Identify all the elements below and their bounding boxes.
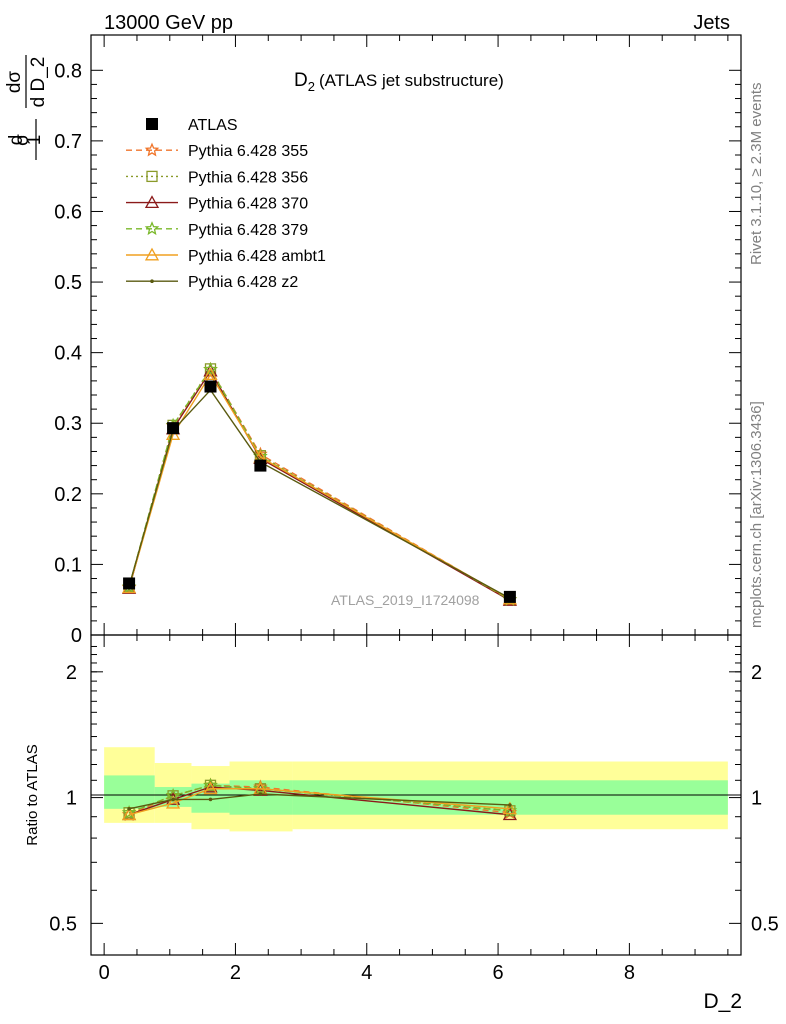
data-point (203, 361, 218, 376)
y-tick-label: 0.5 (54, 272, 82, 294)
ylabel-dD2: d D_2 (28, 57, 49, 108)
legend-marker (144, 247, 160, 261)
legend: ATLAS Pythia 6.428 355 Pythia 6.428 356 Pyt… (126, 117, 326, 291)
y-tick-label: 0.7 (54, 131, 82, 153)
y-tick-label: 0.1 (54, 554, 82, 576)
legend-label: Pythia 6.428 ambt1 (188, 248, 326, 265)
ratio-y-tick-label: 1 (66, 788, 77, 810)
ratio-data-point (258, 792, 263, 796)
title-rest: (ATLAS jet substructure) (319, 71, 504, 90)
x-tick-label: 4 (361, 962, 372, 984)
data-point (123, 577, 136, 590)
y-tick-label: 0.8 (54, 60, 82, 82)
header-energy: 13000 GeV pp (104, 12, 233, 34)
data-point (203, 367, 218, 380)
legend-label: Pythia 6.428 370 (188, 196, 308, 213)
ratio-y-tick-label-right: 2 (751, 662, 762, 684)
ratio-data-point (203, 781, 218, 795)
main-series-group (121, 361, 518, 606)
ratio-y-tick-label-right: 0.5 (751, 913, 779, 935)
series-line (128, 373, 511, 600)
ratio-data-point (508, 803, 512, 807)
ratio-series-group (121, 777, 518, 822)
main-y-label: 1 σ d dσ d D_2 (4, 55, 49, 160)
series-line (128, 388, 511, 599)
legend-label: Pythia 6.428 z2 (188, 274, 298, 291)
x-tick-label: 6 (493, 962, 504, 984)
y-tick-label: 0.4 (54, 343, 82, 365)
title-main: D (294, 70, 308, 91)
x-axis-label: D_2 (703, 990, 742, 1013)
ratio-data-point (253, 779, 268, 794)
ylabel-dsigma: dσ (4, 71, 25, 94)
data-point (253, 448, 268, 463)
legend-label: Pythia 6.428 379 (188, 222, 308, 239)
ratio-data-point (502, 801, 517, 815)
y-tick-label: 0.3 (54, 413, 82, 435)
analysis-watermark: ATLAS_2019_I1724098 (331, 592, 480, 608)
ratio-y-tick-label-right: 1 (751, 788, 762, 810)
main-x-ticks (103, 35, 729, 635)
x-tick-label: 2 (230, 962, 241, 984)
header-process: Jets (693, 12, 730, 34)
ratio-data-point (121, 805, 137, 820)
ratio-data-point (208, 797, 213, 802)
series-line (128, 368, 511, 601)
series-line (128, 368, 511, 601)
ratio-data-point (121, 807, 137, 821)
data-point (503, 590, 516, 603)
legend-marker (146, 118, 158, 130)
series-line (128, 367, 511, 601)
legend-label: Pythia 6.428 356 (188, 169, 308, 186)
legend-marker (144, 195, 160, 209)
main-y-axis: 0 0.1 0.2 0.3 0.4 0.5 0.6 0.7 0.8 (54, 60, 741, 647)
mcplots-label: mcplots.cern.ch [arXiv:1306.3436] (748, 401, 765, 628)
y-tick-label: 0.2 (54, 484, 82, 506)
data-point (204, 380, 217, 393)
data-point (167, 422, 180, 435)
ratio-y-axis: 0.5 0.5 1 1 2 2 (49, 645, 779, 935)
ratio-y-tick-label: 2 (66, 662, 77, 684)
ratio-inner-band (104, 775, 155, 809)
ratio-y-label: Ratio to ATLAS (24, 744, 41, 845)
ratio-data-point (127, 807, 131, 811)
ylabel-sigma: σ (12, 134, 33, 146)
y-tick-label: 0 (71, 625, 82, 647)
ratio-data-point (253, 780, 268, 795)
y-tick-label: 0.6 (54, 201, 82, 223)
legend-marker (146, 170, 158, 183)
ylabel-d: d (6, 135, 27, 146)
x-axis: 0 2 4 6 8 (99, 635, 729, 984)
title-sub: 2 (308, 79, 315, 94)
legend-marker (144, 221, 160, 236)
data-point (254, 459, 267, 472)
ratio-data-point (171, 797, 175, 802)
legend-marker (144, 142, 160, 157)
ratio-plot-frame (90, 634, 742, 956)
x-tick-label: 8 (624, 962, 635, 984)
ratio-series-line (128, 784, 510, 814)
legend-label: Pythia 6.428 355 (188, 143, 308, 160)
ylabel-one-over-sigma: 1 (24, 135, 45, 146)
ratio-plot: 0.5 0.5 1 1 2 2 0 2 4 6 8 (49, 634, 779, 984)
plot-title: D2 (ATLAS jet substructure) (294, 70, 504, 94)
ratio-data-point (203, 777, 218, 792)
ratio-y-tick-label: 0.5 (49, 913, 77, 935)
ratio-data-point (165, 795, 181, 809)
rivet-label: Rivet 3.1.10, ≥ 2.3M events (748, 83, 765, 266)
legend-marker (150, 279, 154, 284)
legend-label: ATLAS (188, 117, 238, 134)
main-plot: 0 0.1 0.2 0.3 0.4 0.5 0.6 0.7 0.8 (54, 34, 742, 647)
ratio-series-line (128, 786, 510, 816)
ratio-series-line (128, 788, 510, 816)
x-tick-label: 0 (99, 962, 110, 984)
